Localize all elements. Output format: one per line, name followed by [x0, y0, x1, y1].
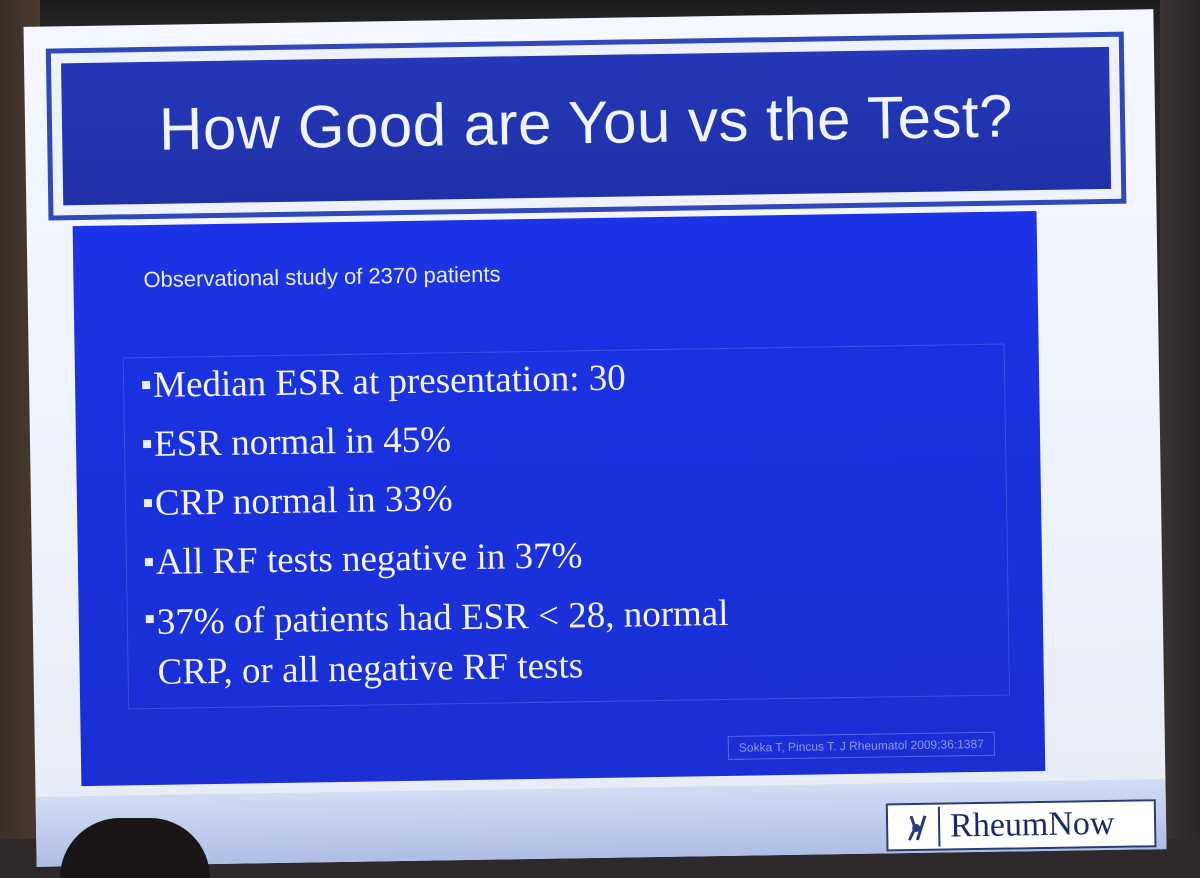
bullet-text: ESR normal in 45% [153, 419, 452, 465]
rheumnow-logo: RheumNow [885, 799, 1157, 852]
bullet-list: Median ESR at presentation: 30 ESR norma… [142, 355, 730, 713]
bullet-text: Median ESR at presentation: 30 [152, 357, 627, 406]
bullet-item: ESR normal in 45% [142, 414, 726, 467]
title-box: How Good are You vs the Test? [61, 46, 1112, 206]
bullet-item: All RF tests negative in 37% [144, 532, 728, 585]
joint-icon [893, 806, 941, 848]
presentation-slide: How Good are You vs the Test? Observatio… [23, 9, 1167, 867]
room-wall-right [1160, 0, 1200, 839]
content-box: Observational study of 2370 patients Med… [72, 211, 1046, 787]
bullets-panel: Median ESR at presentation: 30 ESR norma… [122, 343, 1011, 713]
slide-title: How Good are You vs the Test? [158, 81, 1014, 163]
title-frame: How Good are You vs the Test? [45, 31, 1127, 221]
bullet-line: 37% of patients had ESR < 28, normal [156, 592, 729, 643]
square-bullet-icon [143, 498, 153, 508]
slide-subtitle: Observational study of 2370 patients [143, 261, 501, 293]
bullet-line: CRP, or all negative RF tests [157, 645, 584, 693]
bullet-item: Median ESR at presentation: 30 [142, 355, 725, 408]
square-bullet-icon [144, 557, 153, 567]
logo-text: RheumNow [949, 804, 1115, 845]
bullet-text: 37% of patients had ESR < 28, normal CRP… [156, 589, 729, 698]
bullet-text: All RF tests negative in 37% [155, 535, 583, 583]
square-bullet-icon [142, 439, 152, 449]
bullet-item: CRP normal in 33% [143, 473, 727, 526]
bullet-item: 37% of patients had ESR < 28, normal CRP… [145, 589, 729, 698]
citation: Sokka T, Pincus T. J Rheumatol 2009;36:1… [727, 731, 996, 760]
square-bullet-icon [145, 614, 154, 624]
bullet-text: CRP normal in 33% [154, 478, 453, 524]
square-bullet-icon [142, 380, 151, 390]
